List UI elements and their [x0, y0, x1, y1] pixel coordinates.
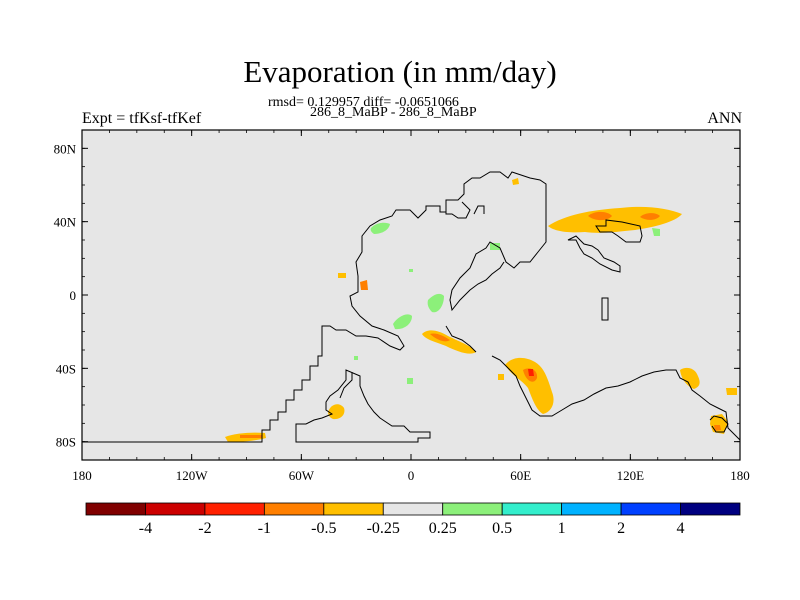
- anomaly-patch: [240, 435, 262, 438]
- anomaly-patch: [407, 378, 413, 384]
- lat-tick-label: 80S: [56, 435, 76, 450]
- latitude-axis: 80N 40N 0 40S 80S: [54, 129, 740, 461]
- colorbar-swatch: [204, 502, 265, 516]
- anomaly-patch: [370, 222, 390, 234]
- anomaly-patch: [427, 293, 444, 313]
- anomaly-patch: [498, 374, 504, 380]
- colorbar-swatch: [382, 502, 444, 516]
- coastline: [82, 171, 547, 443]
- lat-tick-label: 0: [70, 288, 77, 303]
- anomaly-patch: [512, 178, 519, 185]
- coastline: [601, 297, 609, 321]
- colorbar-swatch: [145, 502, 206, 516]
- lat-tick-label: 40N: [54, 215, 77, 230]
- anomaly-patch: [393, 314, 412, 330]
- coastline: [567, 235, 621, 273]
- map-background: [82, 130, 740, 460]
- coastline: [491, 355, 741, 441]
- colorbar-label: 1: [558, 520, 566, 537]
- anomaly-patch: [360, 280, 368, 290]
- stats-line: rmsd= 0.129957 diff= -0.0651066: [268, 95, 459, 110]
- anomaly-patch: [652, 228, 660, 236]
- colorbar-label: -4: [139, 520, 152, 537]
- coastline: [445, 325, 477, 353]
- coastline: [295, 369, 431, 443]
- anomaly-patch: [490, 243, 500, 250]
- case-line: 286_8_MaBP - 286_8_MaBP: [310, 105, 477, 120]
- anomaly-patch: [680, 367, 700, 389]
- coastline: [595, 219, 643, 243]
- colorbar-swatch: [263, 502, 325, 516]
- colorbar-swatch: [680, 502, 741, 516]
- anomaly-patch: [409, 269, 413, 272]
- season-label: ANN: [707, 110, 742, 127]
- anomaly-patch: [726, 388, 737, 395]
- anomaly-patch: [640, 213, 660, 220]
- lat-tick-label: 40S: [56, 361, 76, 376]
- anomaly-patch: [588, 211, 612, 221]
- longitude-axis: 180 120W 60W 0 60E 120E 180: [72, 130, 750, 483]
- coastline: [709, 415, 729, 433]
- anomaly-patch: [430, 333, 450, 342]
- lon-tick-label: 120W: [176, 468, 209, 483]
- colorbar-swatch: [561, 502, 622, 516]
- coastlines: [82, 171, 741, 443]
- colorbar-label: -0.25: [367, 520, 400, 537]
- colorbar-swatch: [85, 502, 146, 516]
- colorbar-swatch: [501, 502, 563, 516]
- colorbar-label: -0.5: [311, 520, 336, 537]
- colorbar: -4 -2 -1 -0.5 -0.25 0.25 0.5 1 2 4: [85, 502, 741, 537]
- anomaly-patches: [225, 178, 737, 442]
- colorbar-label: 4: [677, 520, 685, 537]
- lon-tick-label: 120E: [617, 468, 645, 483]
- colorbar-swatch: [620, 502, 681, 516]
- colorbar-label: 0.25: [429, 520, 457, 537]
- lon-tick-label: 180: [730, 468, 750, 483]
- lat-tick-label: 80N: [54, 141, 77, 156]
- coastline: [339, 372, 353, 399]
- lon-tick-label: 0: [408, 468, 415, 483]
- colorbar-label: -1: [258, 520, 271, 537]
- lon-tick-label: 60W: [289, 468, 315, 483]
- colorbar-swatch: [323, 502, 384, 516]
- anomaly-patch: [505, 357, 554, 414]
- lon-tick-label: 60E: [510, 468, 531, 483]
- anomaly-patch: [528, 369, 534, 376]
- colorbar-swatch: [442, 502, 503, 516]
- coastline: [473, 205, 485, 215]
- anomaly-patch: [328, 404, 345, 420]
- colorbar-label: 2: [617, 520, 625, 537]
- colorbar-label: 0.5: [492, 520, 512, 537]
- anomaly-patch: [338, 273, 346, 278]
- experiment-label: Expt = tfKsf-tfKef: [82, 110, 202, 127]
- anomaly-patch: [354, 356, 358, 360]
- lon-tick-label: 180: [72, 468, 92, 483]
- anomaly-patch: [714, 425, 721, 431]
- colorbar-label: -2: [198, 520, 211, 537]
- map-title: Evaporation (in mm/day): [243, 54, 557, 89]
- coastline: [445, 200, 471, 219]
